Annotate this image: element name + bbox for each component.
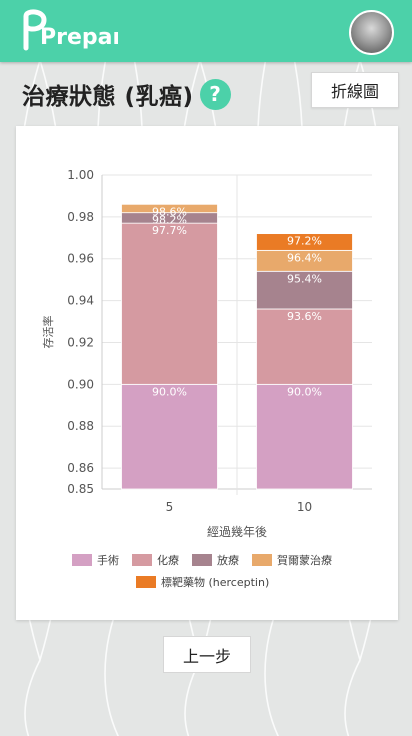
legend-label: 標靶藥物 (herceptin) bbox=[161, 575, 269, 589]
help-icon[interactable]: ? bbox=[199, 78, 231, 110]
data-label: 90.0% bbox=[152, 385, 187, 398]
bar-segment bbox=[256, 308, 353, 385]
legend-swatch bbox=[132, 554, 152, 566]
bar-segment bbox=[121, 203, 218, 214]
y-tick-label: 0.85 bbox=[67, 482, 94, 496]
x-tick-label: 5 bbox=[166, 500, 174, 514]
data-label: 96.4% bbox=[287, 251, 322, 264]
bar-segment bbox=[256, 383, 353, 490]
data-label: 97.7% bbox=[152, 224, 187, 237]
legend-label: 放療 bbox=[217, 553, 239, 567]
y-tick-label: 0.94 bbox=[67, 294, 94, 308]
y-tick-label: 0.98 bbox=[67, 210, 94, 224]
data-label: 90.0% bbox=[287, 385, 322, 398]
legend-swatch bbox=[192, 554, 212, 566]
y-axis-title: 存活率 bbox=[41, 316, 55, 349]
data-label: 98.2% bbox=[152, 214, 187, 227]
back-button[interactable]: 上一步 bbox=[163, 636, 251, 673]
bar-segment bbox=[121, 383, 218, 490]
y-tick-label: 0.92 bbox=[67, 335, 94, 349]
legend-swatch bbox=[72, 554, 92, 566]
data-label: 97.2% bbox=[287, 235, 322, 248]
legend-swatch bbox=[252, 554, 272, 566]
y-tick-label: 0.96 bbox=[67, 252, 94, 266]
survival-stacked-bar-chart: 1.00 0.98 0.96 0.94 0.92 0.90 0.88 0.86 0.85 90.0… bbox=[41, 168, 372, 589]
x-tick-label: 10 bbox=[297, 500, 312, 514]
y-tick-label: 0.90 bbox=[67, 377, 94, 391]
legend-label: 賀爾蒙治療 bbox=[277, 553, 332, 567]
title-row: 治療狀態 (乳癌) ? bbox=[22, 76, 231, 112]
y-tick-label: 0.88 bbox=[67, 419, 94, 433]
legend-swatch bbox=[136, 576, 156, 588]
chart-card: 1.00 0.98 0.96 0.94 0.92 0.90 0.88 0.86 0.85 90.0… bbox=[16, 126, 398, 620]
top-bar: Prepare bbox=[0, 0, 412, 62]
bar-segment bbox=[256, 270, 353, 310]
y-tick-label: 1.00 bbox=[67, 168, 94, 182]
data-label: 98.6% bbox=[152, 205, 187, 218]
user-avatar[interactable] bbox=[349, 10, 394, 55]
logo-text: Prepare bbox=[40, 25, 118, 50]
data-label: 93.6% bbox=[287, 310, 322, 323]
legend-label: 手術 bbox=[97, 553, 119, 567]
bar-segment bbox=[256, 233, 353, 251]
app-logo[interactable]: Prepare bbox=[18, 8, 118, 54]
line-chart-button[interactable]: 折線圖 bbox=[311, 72, 399, 108]
page-title: 治療狀態 (乳癌) bbox=[22, 84, 194, 110]
legend-label: 化療 bbox=[157, 553, 179, 567]
y-tick-label: 0.86 bbox=[67, 461, 94, 475]
x-axis-title: 經過幾年後 bbox=[207, 525, 267, 539]
bar-segment bbox=[121, 222, 218, 385]
data-label: 95.4% bbox=[287, 272, 322, 285]
